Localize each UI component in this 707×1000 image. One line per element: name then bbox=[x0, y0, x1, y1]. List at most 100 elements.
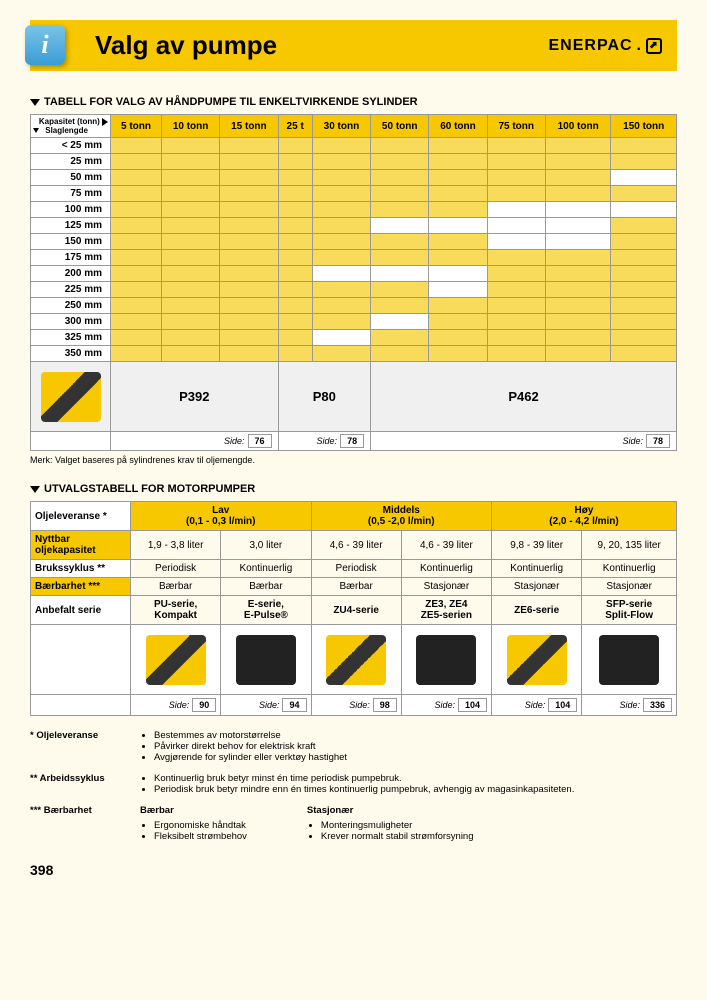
t1-cell bbox=[487, 346, 545, 362]
fn3-col1-list: Ergonomiske håndtakFleksibelt strømbehov bbox=[154, 820, 247, 842]
t2-page: Side:336 bbox=[582, 695, 677, 716]
t1-rowlabel: 50 mm bbox=[31, 170, 111, 186]
t2-series: PU-serie,Kompakt bbox=[131, 596, 221, 625]
t2-cell: Bærbar bbox=[131, 578, 221, 596]
t1-cell bbox=[220, 250, 278, 266]
t1-rowlabel: 350 mm bbox=[31, 346, 111, 362]
t1-cell bbox=[111, 282, 162, 298]
fn1-label: * Oljeleveranse bbox=[30, 730, 140, 763]
t1-col: 50 tonn bbox=[371, 115, 429, 138]
t1-cell bbox=[111, 154, 162, 170]
t1-cell bbox=[278, 186, 312, 202]
header-bar: i Valg av pumpe ENERPAC.⬈ bbox=[30, 20, 677, 71]
t1-col: 150 tonn bbox=[611, 115, 677, 138]
t1-cell bbox=[371, 170, 429, 186]
fn1-list: Bestemmes av motorstørrelsePåvirker dire… bbox=[154, 730, 347, 763]
t1-cell bbox=[111, 202, 162, 218]
t1-cell bbox=[545, 266, 611, 282]
t1-cell bbox=[111, 186, 162, 202]
t1-cell bbox=[371, 330, 429, 346]
t1-cell bbox=[220, 330, 278, 346]
t1-cell bbox=[611, 202, 677, 218]
t2-cell: Stasjonær bbox=[582, 578, 677, 596]
t2-page: Side:104 bbox=[492, 695, 582, 716]
page-number: 398 bbox=[30, 862, 677, 878]
fn2-label: ** Arbeidssyklus bbox=[30, 773, 140, 795]
t1-cell bbox=[278, 266, 312, 282]
t1-rowlabel: 125 mm bbox=[31, 218, 111, 234]
t1-cell bbox=[161, 346, 219, 362]
t1-cell bbox=[487, 282, 545, 298]
t1-cell bbox=[611, 250, 677, 266]
t1-cell bbox=[278, 202, 312, 218]
t1-cell bbox=[312, 202, 370, 218]
fn3-col2-list: MonteringsmuligheterKrever normalt stabi… bbox=[321, 820, 474, 842]
t1-cell bbox=[278, 154, 312, 170]
t1-cell bbox=[111, 170, 162, 186]
t1-cell bbox=[161, 298, 219, 314]
t1-cell bbox=[220, 138, 278, 154]
t1-cell bbox=[545, 314, 611, 330]
t1-cell bbox=[611, 266, 677, 282]
t1-rowlabel: 200 mm bbox=[31, 266, 111, 282]
pump-image bbox=[492, 625, 582, 695]
t2-group-mid: Middels(0,5 -2,0 l/min) bbox=[311, 502, 492, 531]
t2-cell: Kontinuerlig bbox=[221, 560, 311, 578]
t1-cell bbox=[312, 298, 370, 314]
t1-cell bbox=[111, 314, 162, 330]
fn3-col1-hdr: Bærbar bbox=[140, 805, 247, 816]
t1-cell bbox=[545, 186, 611, 202]
t2-cell: 9, 20, 135 liter bbox=[582, 531, 677, 560]
t1-cell bbox=[161, 234, 219, 250]
t1-cell bbox=[487, 298, 545, 314]
t1-col: 15 tonn bbox=[220, 115, 278, 138]
t1-cell bbox=[371, 218, 429, 234]
t1-cell bbox=[312, 330, 370, 346]
t1-cell bbox=[220, 186, 278, 202]
t1-cell bbox=[161, 330, 219, 346]
t1-cell bbox=[278, 234, 312, 250]
t2-port-label: Bærbarhet *** bbox=[31, 578, 131, 596]
t1-cell bbox=[487, 186, 545, 202]
t1-cell bbox=[429, 218, 487, 234]
t1-cell bbox=[611, 298, 677, 314]
t2-cell: Bærbar bbox=[221, 578, 311, 596]
t1-rowlabel: 225 mm bbox=[31, 282, 111, 298]
t1-cell bbox=[611, 282, 677, 298]
t1-cell bbox=[487, 154, 545, 170]
t2-series: ZE3, ZE4ZE5-serien bbox=[401, 596, 491, 625]
t1-cell bbox=[611, 154, 677, 170]
t1-cell bbox=[278, 282, 312, 298]
t2-cell: Periodisk bbox=[311, 560, 401, 578]
t1-cell bbox=[111, 266, 162, 282]
pump-P80: P80 bbox=[278, 362, 371, 432]
t1-col: 30 tonn bbox=[312, 115, 370, 138]
t1-cell bbox=[611, 314, 677, 330]
cylinder-image bbox=[31, 362, 111, 432]
t1-cell bbox=[111, 250, 162, 266]
t1-cell bbox=[278, 298, 312, 314]
t1-cell bbox=[545, 250, 611, 266]
t1-cell bbox=[429, 186, 487, 202]
pump-P392: P392 bbox=[111, 362, 279, 432]
t1-cell bbox=[429, 346, 487, 362]
t1-cell bbox=[611, 346, 677, 362]
pump-P462: P462 bbox=[371, 362, 677, 432]
t1-cell bbox=[429, 282, 487, 298]
t1-cell bbox=[220, 266, 278, 282]
t1-cell bbox=[312, 138, 370, 154]
t1-cell bbox=[161, 186, 219, 202]
t1-cell bbox=[545, 234, 611, 250]
t1-cell bbox=[220, 154, 278, 170]
pump-page: Side:78 bbox=[371, 432, 677, 451]
t1-cell bbox=[278, 314, 312, 330]
t1-cell bbox=[161, 154, 219, 170]
t1-cell bbox=[371, 202, 429, 218]
t2-cell: 3,0 liter bbox=[221, 531, 311, 560]
t1-cell bbox=[111, 138, 162, 154]
t2-page: Side:98 bbox=[311, 695, 401, 716]
t1-cell bbox=[161, 314, 219, 330]
t1-cell bbox=[611, 234, 677, 250]
section2-title: UTVALGSTABELL FOR MOTORPUMPER bbox=[30, 483, 677, 495]
t1-cell bbox=[429, 202, 487, 218]
